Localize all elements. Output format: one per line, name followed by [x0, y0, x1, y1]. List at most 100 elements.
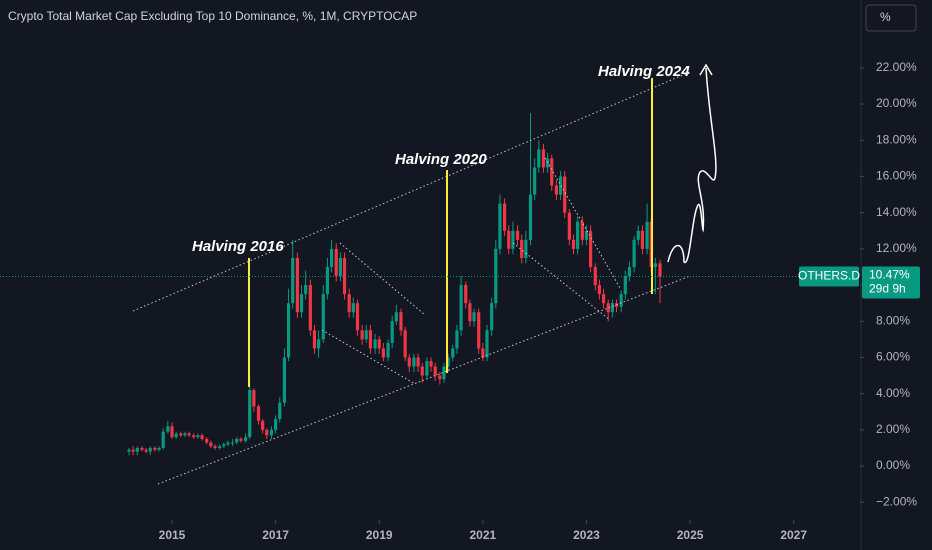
unit-button-label[interactable]: % [880, 10, 891, 24]
y-tick-label: 14.00% [876, 205, 917, 219]
y-tick-label: −2.00% [876, 494, 917, 508]
candle-body [205, 438, 209, 443]
candle-body [360, 330, 364, 340]
candle-body [192, 435, 196, 438]
candle-body [200, 435, 204, 439]
y-tick-label: 6.00% [876, 350, 910, 364]
candle-body [571, 239, 576, 249]
x-tick-label: 2027 [780, 528, 807, 542]
candle-body [222, 444, 226, 447]
wedge-line [512, 242, 611, 321]
candle-body [468, 303, 472, 322]
candle-body [515, 230, 520, 240]
candle-body [563, 176, 567, 213]
candle-body [373, 339, 377, 349]
candle-body [166, 426, 170, 432]
candle-body [291, 257, 295, 304]
candle-body [187, 433, 191, 436]
arrow-head [699, 63, 713, 76]
candle-body [304, 285, 308, 295]
candle-body [433, 366, 437, 376]
y-tick-label: 22.00% [876, 60, 917, 74]
annotation: Halving 2020 [395, 151, 487, 168]
candle-body [261, 420, 265, 430]
candle-body [183, 433, 187, 436]
candle-body [131, 449, 135, 452]
candle-body [503, 203, 507, 231]
candle-body [653, 263, 657, 267]
drawings [132, 63, 717, 485]
annotation: Halving 2024 [598, 63, 690, 80]
candle-body [627, 266, 632, 277]
candle-body [239, 438, 243, 441]
candle-body [558, 176, 563, 195]
candle-body [412, 357, 416, 367]
candle-body [632, 239, 636, 267]
candle-body [161, 431, 165, 448]
candle-body [269, 429, 274, 436]
channel-lower [157, 275, 691, 485]
candle-body [416, 357, 420, 367]
candle-body [209, 442, 213, 447]
candle-body [394, 312, 398, 322]
candle-body [325, 266, 330, 295]
candle-body [274, 419, 278, 430]
x-tick-label: 2021 [469, 528, 496, 542]
candle-body [226, 442, 230, 445]
candle-body [645, 221, 649, 249]
y-tick-label: 2.00% [876, 422, 910, 436]
candle-body [231, 442, 235, 444]
candle-body [528, 194, 533, 240]
candle-body [252, 390, 256, 407]
candle-body [589, 230, 593, 267]
x-tick-label: 2019 [366, 528, 393, 542]
candle-body [403, 330, 407, 358]
candle-body [511, 230, 515, 249]
candle-body [342, 257, 347, 295]
candle-body [541, 149, 546, 168]
candle-body [606, 303, 610, 313]
candle-body [537, 149, 541, 168]
candle-body [490, 303, 494, 331]
price-badge [862, 266, 920, 299]
x-tick-label: 2023 [573, 528, 600, 542]
candle-body [472, 312, 476, 322]
candle-body [377, 339, 381, 349]
candle-body [386, 342, 390, 358]
candle-body [170, 426, 174, 438]
candle-body [623, 276, 627, 295]
candle-body [368, 330, 373, 349]
candle-body [127, 449, 131, 452]
candle-body [580, 221, 584, 240]
candle-body [584, 230, 589, 240]
chart-title: Crypto Total Market Cap Excluding Top 10… [8, 9, 417, 23]
candle-body [381, 348, 385, 358]
x-tick-label: 2015 [159, 528, 186, 542]
symbol-badge [799, 266, 859, 287]
candle-body [317, 339, 321, 349]
channel-upper [132, 71, 691, 312]
candle-body [640, 230, 645, 249]
candle-body [321, 294, 325, 340]
candle-body [438, 375, 442, 380]
candle-body [286, 303, 291, 358]
candle-body [446, 357, 450, 367]
candle-body [218, 446, 222, 448]
candle-body [567, 212, 571, 240]
candle-body [148, 447, 152, 452]
y-tick-label: 16.00% [876, 169, 917, 183]
candle-body [442, 366, 446, 380]
unit-button[interactable] [865, 4, 917, 32]
candle-body [658, 263, 662, 277]
candle-body [464, 285, 468, 304]
candle-body [213, 446, 217, 448]
countdown: 29d 9h [869, 282, 906, 296]
annotation: Halving 2016 [192, 238, 284, 255]
candle-body [179, 433, 183, 436]
candle-body [507, 230, 511, 249]
candle-body [235, 438, 239, 443]
candle-body [481, 348, 485, 358]
candle-body [308, 285, 312, 331]
candle-body [485, 330, 489, 358]
candle-body [135, 447, 139, 452]
